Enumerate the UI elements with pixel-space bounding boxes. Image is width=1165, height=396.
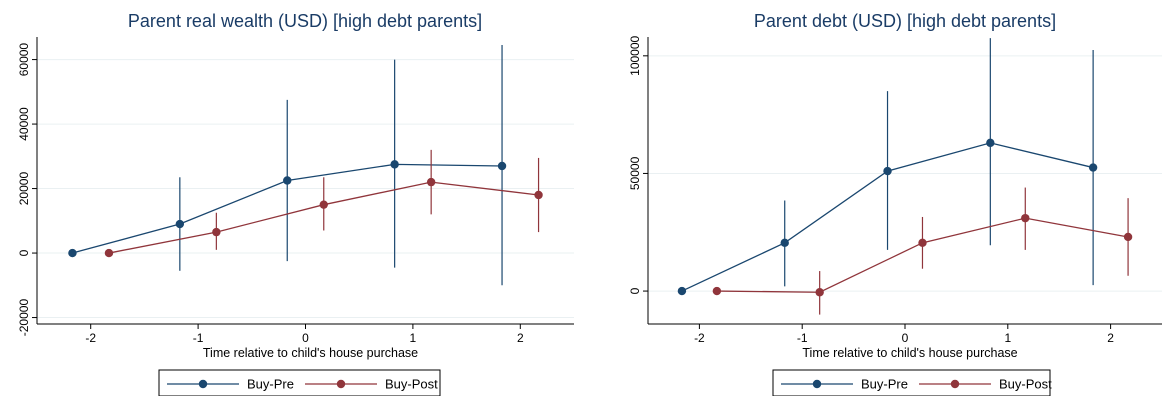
data-point [918,238,927,248]
x-tick-label: 2 [517,331,524,345]
data-point [815,288,824,297]
legend-marker [336,379,346,389]
y-tick-label: 60000 [17,43,31,77]
chart-title: Parent real wealth (USD) [high debt pare… [128,11,482,31]
x-tick-label: 2 [1107,331,1114,345]
data-point [319,200,328,209]
legend-box [158,369,441,396]
data-point [1021,213,1030,223]
data-point [534,190,543,200]
y-tick-label: 0 [17,249,31,256]
data-point [712,286,722,296]
y-tick-label: 20000 [17,172,31,206]
data-point [390,160,399,169]
y-tick-label: 100000 [628,35,642,75]
legend-marker [812,379,822,389]
x-tick-label: 0 [902,331,909,345]
x-tick-label: 0 [302,331,309,345]
series-buy-post [712,187,1133,315]
x-tick-label: -2 [694,331,705,345]
y-tick-label: -20000 [17,299,31,337]
data-point [283,176,292,185]
x-tick-label: 1 [1004,331,1011,345]
legend-label: Buy-Post [385,377,438,392]
data-point [1123,232,1133,242]
series-buy-post [104,149,543,258]
data-point [986,138,995,148]
series-buy-pre [68,45,507,286]
y-tick-label: 40000 [17,107,31,141]
legend: Buy-Pre Buy-Post [158,369,441,396]
y-tick-label: 50000 [628,156,642,190]
legend-marker [198,379,208,389]
x-tick-label: 1 [410,331,417,345]
chart-panel-1: Parent real wealth (USD) [high debt pare… [17,11,574,396]
x-tick-label: -2 [85,331,96,345]
data-point [68,248,77,258]
data-point [426,177,436,187]
chart-panel-2: Parent debt (USD) [high debt parents] 0 50… [628,11,1162,396]
data-point [677,286,687,296]
data-point [497,161,507,171]
legend-label: Buy-Pre [247,377,294,392]
data-point [883,166,892,176]
legend-label: Buy-Pre [861,377,908,392]
series-buy-pre [677,38,1098,296]
data-point [780,238,789,248]
legend: Buy-Pre Buy-Post [772,369,1052,396]
data-point [104,248,114,258]
x-axis-label: Time relative to child's house purchase [203,346,418,360]
data-point [1088,163,1098,172]
legend-marker [950,379,960,389]
x-tick-label: -1 [193,331,204,345]
data-point [175,219,185,229]
data-point [212,227,221,237]
legend-label: Buy-Post [999,377,1052,392]
chart-title: Parent debt (USD) [high debt parents] [754,11,1056,31]
y-tick-label: 0 [628,287,642,294]
x-axis-label: Time relative to child's house purchase [802,346,1017,360]
x-tick-label: -1 [797,331,808,345]
